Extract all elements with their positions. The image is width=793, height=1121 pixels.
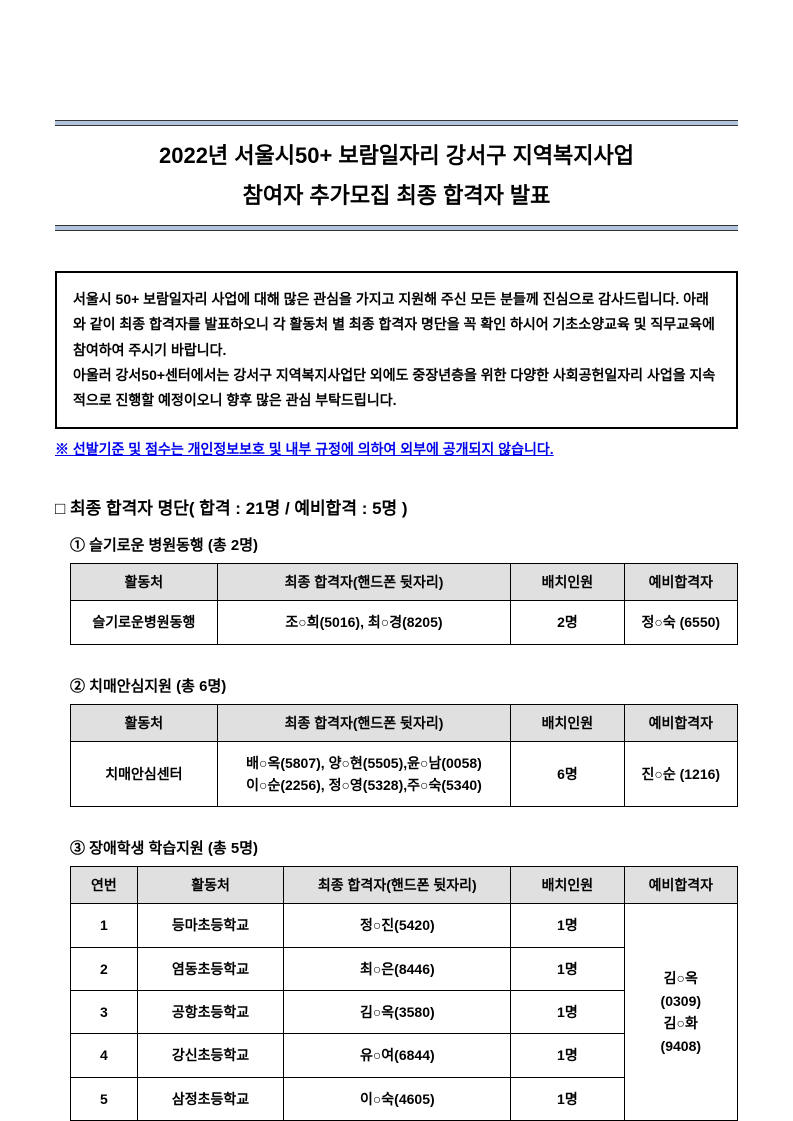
- section2-title: ② 치매안심지원 (총 6명): [70, 675, 738, 696]
- table-header-row: 연번 활동처 최종 합격자(핸드폰 뒷자리) 배치인원 예비합격자: [71, 867, 738, 904]
- cell-no: 3: [71, 991, 138, 1034]
- cell-passed: 이○숙(4605): [284, 1077, 511, 1120]
- waiting-line3: 김○화: [631, 1012, 731, 1034]
- table-header-row: 활동처 최종 합격자(핸드폰 뒷자리) 배치인원 예비합격자: [71, 704, 738, 741]
- section-header: □ 최종 합격자 명단( 합격 : 21명 / 예비합격 : 5명 ): [55, 494, 738, 519]
- header-passed: 최종 합격자(핸드폰 뒷자리): [217, 704, 510, 741]
- cell-count: 2명: [511, 601, 624, 644]
- cell-passed: 유○여(6844): [284, 1034, 511, 1077]
- header-waiting: 예비합격자: [624, 867, 737, 904]
- table-row: 슬기로운병원동행 조○희(5016), 최○경(8205) 2명 정○숙 (65…: [71, 601, 738, 644]
- cell-location: 염동초등학교: [137, 947, 284, 990]
- section1-table: 활동처 최종 합격자(핸드폰 뒷자리) 배치인원 예비합격자 슬기로운병원동행 …: [70, 563, 738, 644]
- section1-title: ① 슬기로운 병원동행 (총 2명): [70, 534, 738, 555]
- section3-title: ③ 장애학생 학습지원 (총 5명): [70, 837, 738, 858]
- waiting-line2: (0309): [631, 990, 731, 1012]
- section2-table: 활동처 최종 합격자(핸드폰 뒷자리) 배치인원 예비합격자 치매안심센터 배○…: [70, 704, 738, 808]
- cell-waiting: 김○옥 (0309) 김○화 (9408): [624, 904, 737, 1121]
- header-count: 배치인원: [511, 564, 624, 601]
- waiting-line4: (9408): [631, 1035, 731, 1057]
- notice-box: 서울시 50+ 보람일자리 사업에 대해 많은 관심을 가지고 지원해 주신 모…: [55, 271, 738, 429]
- header-waiting: 예비합격자: [624, 704, 737, 741]
- cell-passed: 정○진(5420): [284, 904, 511, 947]
- document-title: 2022년 서울시50+ 보람일자리 강서구 지역복지사업 참여자 추가모집 최…: [55, 126, 738, 225]
- cell-no: 2: [71, 947, 138, 990]
- cell-no: 5: [71, 1077, 138, 1120]
- cell-count: 1명: [511, 947, 624, 990]
- title-line1: 2022년 서울시50+ 보람일자리 강서구 지역복지사업: [55, 136, 738, 176]
- title-line2: 참여자 추가모집 최종 합격자 발표: [55, 176, 738, 216]
- cell-location: 등마초등학교: [137, 904, 284, 947]
- cell-passed: 배○옥(5807), 양○현(5505),윤○남(0058) 이○순(2256)…: [217, 741, 510, 807]
- cell-count: 1명: [511, 1077, 624, 1120]
- header-location: 활동처: [71, 704, 218, 741]
- disclaimer-text: ※ 선발기준 및 점수는 개인정보보호 및 내부 규정에 의하여 외부에 공개되…: [55, 439, 738, 459]
- cell-passed: 김○옥(3580): [284, 991, 511, 1034]
- cell-location: 공항초등학교: [137, 991, 284, 1034]
- cell-location: 슬기로운병원동행: [71, 601, 218, 644]
- header-count: 배치인원: [511, 704, 624, 741]
- cell-count: 1명: [511, 904, 624, 947]
- passed-line1: 배○옥(5807), 양○현(5505),윤○남(0058): [224, 752, 504, 774]
- cell-passed: 조○희(5016), 최○경(8205): [217, 601, 510, 644]
- cell-location: 삼정초등학교: [137, 1077, 284, 1120]
- table-header-row: 활동처 최종 합격자(핸드폰 뒷자리) 배치인원 예비합격자: [71, 564, 738, 601]
- cell-count: 1명: [511, 1034, 624, 1077]
- passed-line2: 이○순(2256), 정○영(5328),주○숙(5340): [224, 774, 504, 796]
- cell-waiting: 정○숙 (6550): [624, 601, 737, 644]
- cell-count: 1명: [511, 991, 624, 1034]
- header-location: 활동처: [137, 867, 284, 904]
- section3-table: 연번 활동처 최종 합격자(핸드폰 뒷자리) 배치인원 예비합격자 1 등마초등…: [70, 866, 738, 1121]
- cell-passed: 최○은(8446): [284, 947, 511, 990]
- header-count: 배치인원: [511, 867, 624, 904]
- cell-no: 4: [71, 1034, 138, 1077]
- cell-location: 강신초등학교: [137, 1034, 284, 1077]
- table-row: 치매안심센터 배○옥(5807), 양○현(5505),윤○남(0058) 이○…: [71, 741, 738, 807]
- header-no: 연번: [71, 867, 138, 904]
- title-bar-bottom: [55, 225, 738, 231]
- table-row: 1 등마초등학교 정○진(5420) 1명 김○옥 (0309) 김○화 (94…: [71, 904, 738, 947]
- header-location: 활동처: [71, 564, 218, 601]
- cell-no: 1: [71, 904, 138, 947]
- header-waiting: 예비합격자: [624, 564, 737, 601]
- notice-paragraph-2: 아울러 강서50+센터에서는 강서구 지역복지사업단 외에도 중장년층을 위한 …: [73, 363, 720, 413]
- header-passed: 최종 합격자(핸드폰 뒷자리): [284, 867, 511, 904]
- cell-location: 치매안심센터: [71, 741, 218, 807]
- header-passed: 최종 합격자(핸드폰 뒷자리): [217, 564, 510, 601]
- cell-count: 6명: [511, 741, 624, 807]
- notice-paragraph-1: 서울시 50+ 보람일자리 사업에 대해 많은 관심을 가지고 지원해 주신 모…: [73, 287, 720, 363]
- waiting-line1: 김○옥: [631, 967, 731, 989]
- cell-waiting: 진○순 (1216): [624, 741, 737, 807]
- title-section: 2022년 서울시50+ 보람일자리 강서구 지역복지사업 참여자 추가모집 최…: [55, 120, 738, 231]
